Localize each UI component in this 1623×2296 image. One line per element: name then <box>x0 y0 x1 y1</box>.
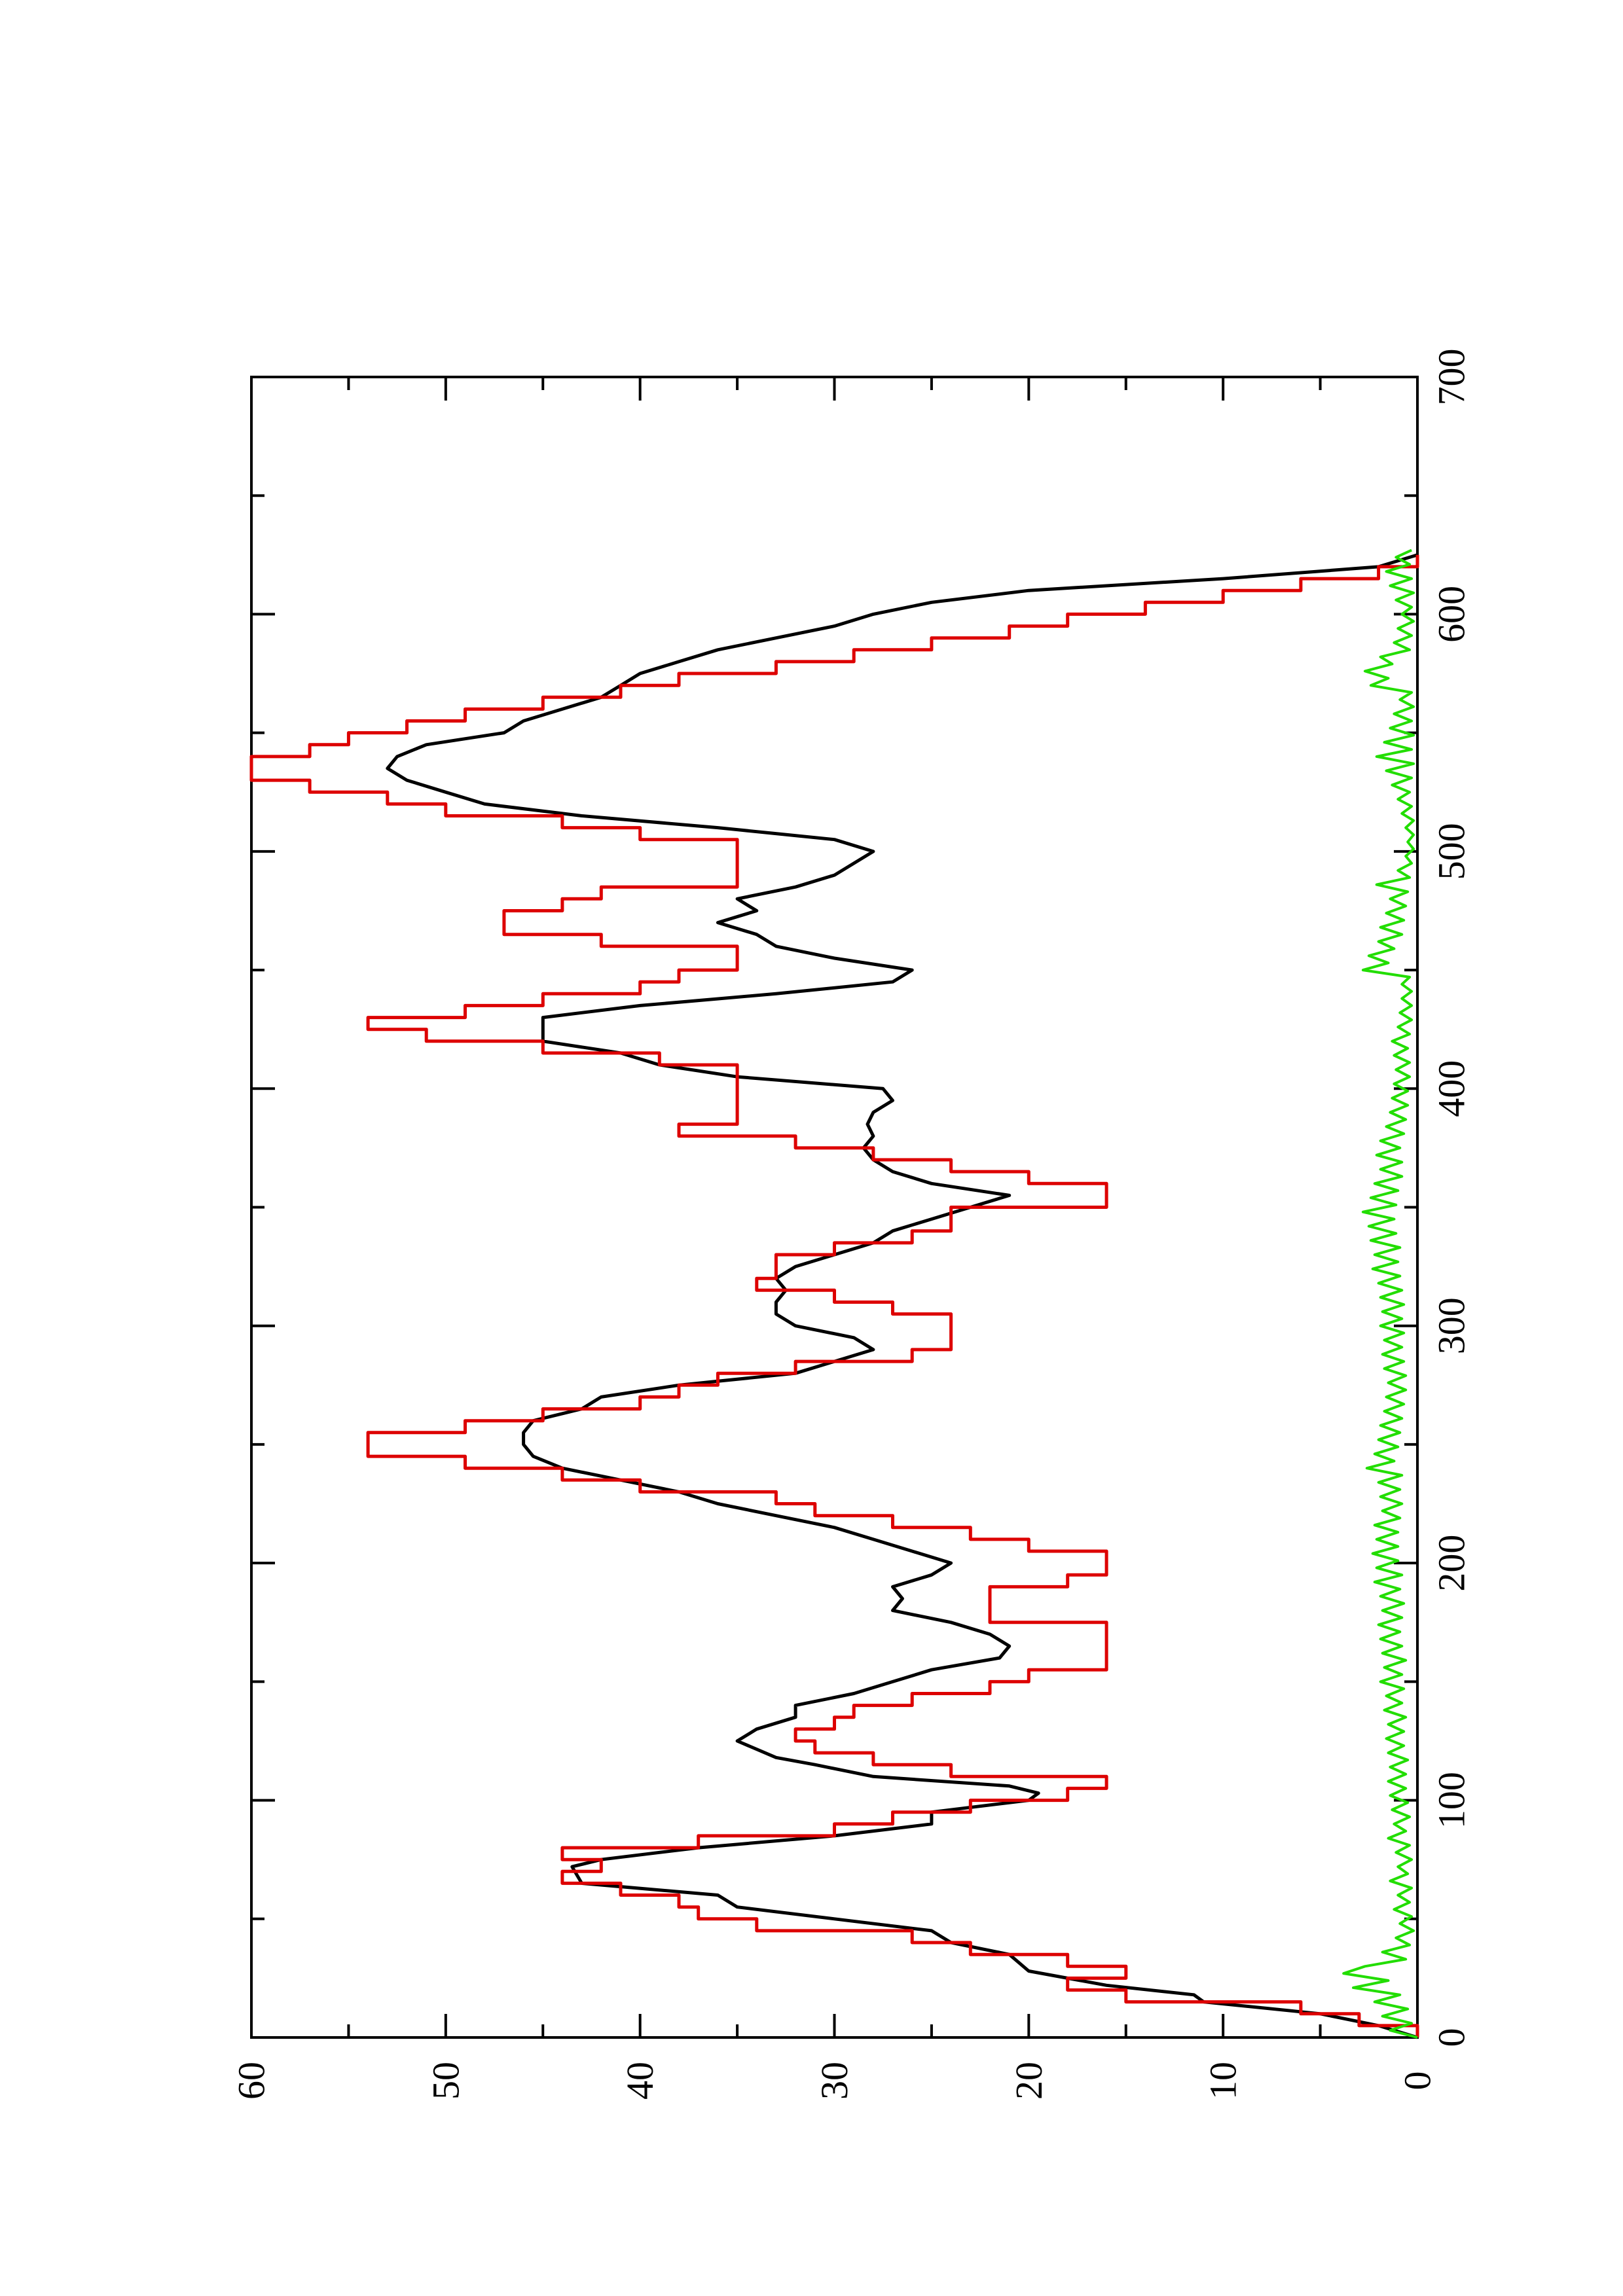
x-tick-label: 300 <box>1431 1297 1473 1354</box>
x-tick-label: 100 <box>1431 1772 1473 1829</box>
x-tick-label: 200 <box>1431 1535 1473 1592</box>
y-tick-label: 30 <box>813 2062 856 2100</box>
x-tick-label: 500 <box>1431 823 1473 880</box>
x-tick-label: 0 <box>1431 2028 1473 2047</box>
x-tick-label: 700 <box>1431 349 1473 406</box>
series-line-1 <box>386 553 1418 2039</box>
axis-tick-labels: 0 100 200 300 400 500 600 700 0 10 20 30 40 50 60 <box>230 349 1473 2100</box>
y-tick-label: 20 <box>1008 2062 1050 2100</box>
y-tick-label: 10 <box>1202 2062 1245 2100</box>
x-tick-label: 400 <box>1431 1060 1473 1117</box>
x-tick-label: 600 <box>1431 586 1473 643</box>
axis-ticks <box>251 377 1417 2037</box>
y-tick-label: 0 <box>1396 2072 1439 2090</box>
series-line-2 <box>249 554 1419 2037</box>
data-series <box>249 548 1419 2039</box>
series-line-3 <box>1342 548 1418 2039</box>
y-tick-label: 50 <box>424 2062 467 2100</box>
y-tick-label: 60 <box>230 2062 273 2100</box>
y-tick-label: 40 <box>619 2062 661 2100</box>
